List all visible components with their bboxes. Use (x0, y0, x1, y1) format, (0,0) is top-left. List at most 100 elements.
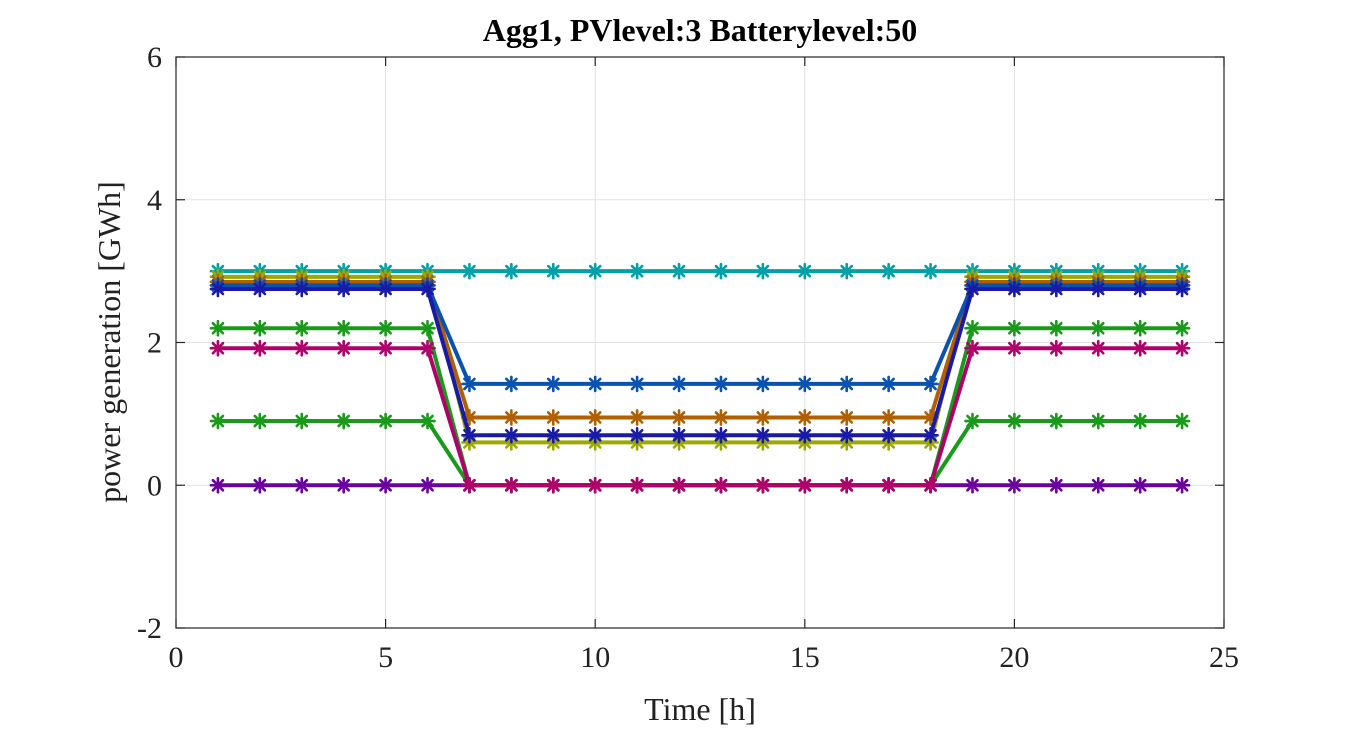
y-tick-label: 6 (147, 41, 162, 74)
data-point (880, 426, 897, 444)
grid (175, 56, 1225, 629)
y-tick-label: -2 (137, 612, 162, 645)
series-s9 (209, 339, 1191, 494)
data-point (377, 319, 394, 337)
data-point (335, 476, 352, 494)
series-line-s4 (217, 283, 1183, 386)
data-point (209, 319, 227, 337)
data-point (796, 409, 814, 426)
data-point (880, 476, 897, 494)
data-point (1131, 280, 1149, 298)
data-point (1173, 339, 1191, 357)
series-group (209, 262, 1191, 494)
data-point (251, 412, 269, 430)
series-line-s6 (217, 326, 1183, 488)
data-point (1048, 319, 1065, 337)
data-point (1089, 476, 1107, 494)
data-point (544, 426, 562, 444)
data-point (377, 476, 394, 494)
data-point (1006, 476, 1023, 494)
data-point (964, 412, 981, 430)
data-point (712, 426, 730, 444)
data-point (796, 262, 814, 280)
data-point (503, 426, 520, 444)
data-point (754, 262, 772, 280)
data-point (1048, 476, 1065, 494)
data-point (503, 375, 520, 393)
data-point (922, 375, 939, 393)
data-point (670, 476, 688, 494)
data-point (335, 319, 352, 337)
data-point (1006, 339, 1023, 357)
y-tick-label: 2 (147, 327, 162, 360)
data-point (880, 262, 897, 280)
data-point (628, 409, 646, 426)
data-point (503, 409, 520, 426)
data-point (838, 262, 856, 280)
data-point (964, 476, 981, 494)
data-point (1131, 339, 1149, 357)
data-point (293, 412, 311, 430)
x-axis-label: Time [h] (644, 691, 756, 727)
data-point (335, 280, 352, 298)
data-point (251, 280, 269, 298)
data-point (293, 476, 311, 494)
y-tick-label: 4 (147, 184, 162, 217)
data-point (377, 280, 394, 298)
data-point (419, 339, 436, 357)
data-point (461, 375, 478, 393)
data-point (1089, 412, 1107, 430)
series-s7 (209, 412, 1191, 494)
series-line-s7 (217, 419, 1183, 488)
data-point (670, 409, 688, 426)
data-point (293, 319, 311, 337)
data-point (251, 339, 269, 357)
data-point (209, 476, 227, 494)
data-point (544, 375, 562, 393)
data-point (1048, 412, 1065, 430)
data-point (712, 409, 730, 426)
data-point (419, 412, 436, 430)
data-point (251, 476, 269, 494)
data-point (712, 262, 730, 280)
data-point (1089, 339, 1107, 357)
data-point (503, 476, 520, 494)
data-point (964, 280, 981, 298)
x-tick-label: 20 (999, 641, 1029, 674)
data-point (1131, 319, 1149, 337)
data-point (838, 476, 856, 494)
series-line-s5 (217, 286, 1183, 438)
y-axis-label: power generation [GWh] (91, 181, 127, 503)
data-point (461, 262, 478, 280)
data-point (419, 476, 436, 494)
data-point (838, 375, 856, 393)
data-point (964, 319, 981, 337)
data-point (209, 412, 227, 430)
data-point (419, 319, 436, 337)
data-point (1173, 319, 1191, 337)
data-point (754, 409, 772, 426)
data-point (796, 476, 814, 494)
data-point (586, 409, 604, 426)
data-point (922, 262, 939, 280)
data-point (544, 476, 562, 494)
data-point (544, 262, 562, 280)
data-point (796, 375, 814, 393)
data-point (461, 426, 478, 444)
data-point (209, 339, 227, 357)
data-point (1006, 280, 1023, 298)
data-point (586, 262, 604, 280)
data-point (880, 375, 897, 393)
data-point (1173, 280, 1191, 298)
data-point (922, 426, 939, 444)
data-point (628, 426, 646, 444)
y-tick-label: 0 (147, 469, 162, 502)
data-point (880, 409, 897, 426)
data-point (1131, 412, 1149, 430)
data-point (838, 409, 856, 426)
data-point (419, 280, 436, 298)
data-point (628, 476, 646, 494)
data-point (964, 339, 981, 357)
